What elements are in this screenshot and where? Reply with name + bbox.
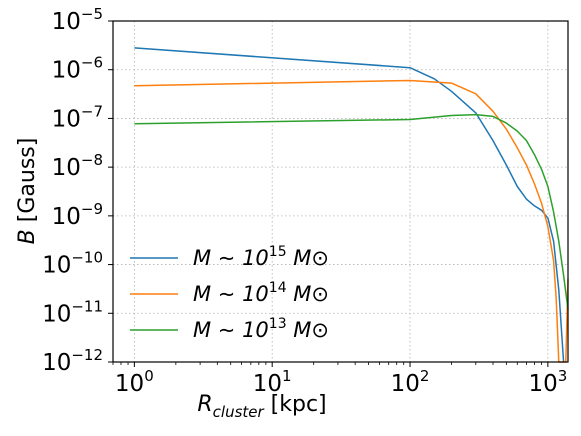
legend-1e13-pre: M ∼ 10 xyxy=(193,318,269,342)
x-tick-label: 101 xyxy=(253,367,292,397)
legend-1e14-pre: M ∼ 10 xyxy=(193,282,269,306)
legend-1e15-exp: 15 xyxy=(269,244,287,260)
grid xyxy=(113,20,568,363)
series-lines xyxy=(134,47,569,363)
x-axis-title-sub: cluster xyxy=(213,403,265,421)
y-tick-label: 10−11 xyxy=(42,297,103,327)
y-tick-label: 10−10 xyxy=(42,249,103,279)
series-line-13 xyxy=(134,113,569,310)
x-axis-title: Rcluster [kpc] xyxy=(197,392,326,421)
legend-1e14-exp: 14 xyxy=(269,280,287,296)
plot-frame xyxy=(112,20,569,363)
y-tick-label: 10−9 xyxy=(52,200,103,230)
y-axis-title-unit: [Gauss] xyxy=(15,138,40,230)
legend-label-1e15: M ∼ 1015 M⊙ xyxy=(193,244,329,270)
y-axis-title: B [Gauss] xyxy=(15,138,40,245)
legend-1e13-exp: 13 xyxy=(269,316,287,332)
x-tick-label: 103 xyxy=(528,367,567,397)
legend-label-1e13: M ∼ 1013 M⊙ xyxy=(193,316,329,342)
y-tick-label: 10−5 xyxy=(52,5,103,35)
legend: M ∼ 1015 M⊙ M ∼ 1014 M⊙ M ∼ 1013 M⊙ xyxy=(130,244,329,342)
x-tick-label: 100 xyxy=(115,367,154,397)
legend-1e15-post: M⊙ xyxy=(287,246,329,270)
x-axis-title-unit: [kpc] xyxy=(264,392,327,417)
y-tick-label: 10−6 xyxy=(52,54,103,84)
legend-1e15-pre: M ∼ 10 xyxy=(193,246,269,270)
y-axis-title-main: B xyxy=(15,229,40,244)
legend-1e13-post: M⊙ xyxy=(287,318,329,342)
series-line-15 xyxy=(134,47,565,363)
y-tick-label: 10−8 xyxy=(52,151,103,181)
legend-label-1e14: M ∼ 1014 M⊙ xyxy=(193,280,329,306)
y-tick-label: 10−12 xyxy=(42,346,103,376)
x-axis-title-main: R xyxy=(197,392,212,417)
axis-ticks: 100 101 102 103 10−12 10−11 10−10 10−9 10−8 10−7 1… xyxy=(42,5,567,397)
x-tick-label: 102 xyxy=(391,367,430,397)
legend-1e14-post: M⊙ xyxy=(287,282,329,306)
y-tick-label: 10−7 xyxy=(52,102,103,132)
